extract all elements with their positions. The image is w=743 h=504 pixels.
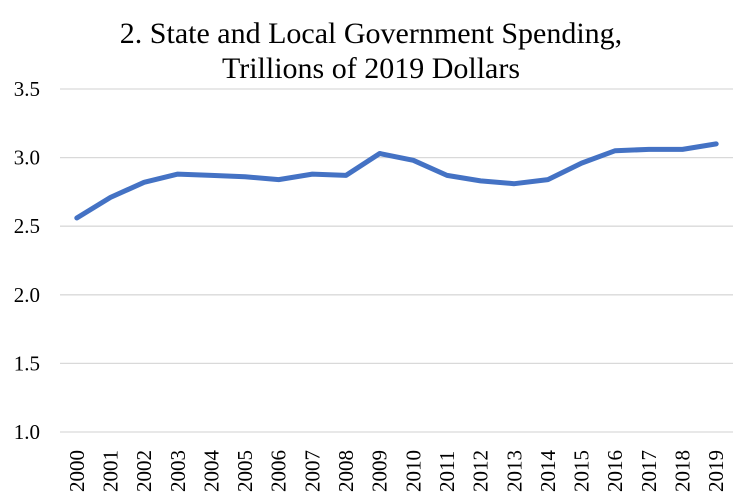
data-point bbox=[210, 174, 213, 177]
x-tick-label: 2014 bbox=[536, 450, 560, 493]
y-axis-tick-labels: 1.0 1.5 2.0 2.5 3.0 3.5 bbox=[14, 77, 40, 444]
x-tick-label: 2015 bbox=[570, 450, 594, 492]
data-point bbox=[344, 174, 348, 177]
y-tick-label: 3.0 bbox=[14, 146, 40, 170]
data-point bbox=[378, 152, 381, 155]
data-point bbox=[681, 148, 684, 151]
x-tick-label: 2003 bbox=[166, 450, 190, 492]
data-point bbox=[176, 172, 179, 176]
data-point bbox=[513, 182, 516, 185]
chart-title: 2. State and Local Government Spending, bbox=[120, 17, 622, 50]
data-point bbox=[546, 178, 550, 181]
x-tick-label: 2013 bbox=[502, 450, 526, 492]
x-tick-label: 2005 bbox=[233, 450, 257, 492]
y-tick-label: 2.5 bbox=[14, 214, 40, 238]
x-tick-label: 2009 bbox=[368, 450, 392, 492]
data-point bbox=[109, 196, 112, 199]
data-point bbox=[479, 179, 482, 183]
x-tick-label: 2004 bbox=[199, 450, 223, 493]
data-point bbox=[714, 142, 718, 146]
data-point bbox=[647, 148, 651, 151]
x-tick-label: 2006 bbox=[267, 450, 291, 492]
series-layer bbox=[74, 141, 719, 221]
x-tick-label: 2019 bbox=[704, 450, 728, 492]
y-tick-label: 1.0 bbox=[14, 420, 40, 444]
data-point bbox=[243, 175, 247, 179]
gridlines bbox=[60, 88, 733, 433]
chart-subtitle: Trillions of 2019 Dollars bbox=[222, 52, 520, 85]
x-tick-label: 2001 bbox=[98, 450, 122, 492]
x-tick-label: 2007 bbox=[300, 450, 324, 492]
x-tick-label: 2010 bbox=[401, 450, 425, 492]
y-tick-label: 3.5 bbox=[14, 77, 40, 101]
x-tick-label: 2002 bbox=[132, 450, 156, 492]
data-point bbox=[412, 159, 415, 162]
data-point bbox=[580, 161, 583, 165]
data-point bbox=[142, 181, 146, 184]
data-point bbox=[614, 149, 617, 152]
x-tick-label: 2008 bbox=[334, 450, 358, 492]
y-tick-label: 1.5 bbox=[14, 351, 40, 375]
x-tick-label: 2016 bbox=[603, 450, 627, 492]
x-tick-label: 2018 bbox=[671, 450, 695, 492]
data-point bbox=[445, 174, 449, 177]
x-axis-tick-labels: 2000 2001 2002 2003 2004 2005 2006 2007 2008 2009… bbox=[65, 450, 728, 493]
x-tick-label: 2012 bbox=[469, 450, 493, 492]
x-tick-label: 2017 bbox=[637, 450, 661, 492]
data-point bbox=[277, 178, 280, 181]
x-tick-label: 2011 bbox=[435, 451, 459, 492]
data-point bbox=[311, 172, 314, 176]
x-tick-label: 2000 bbox=[65, 450, 89, 492]
data-point bbox=[75, 216, 79, 220]
y-tick-label: 2.0 bbox=[14, 283, 40, 307]
series-line bbox=[74, 141, 719, 221]
